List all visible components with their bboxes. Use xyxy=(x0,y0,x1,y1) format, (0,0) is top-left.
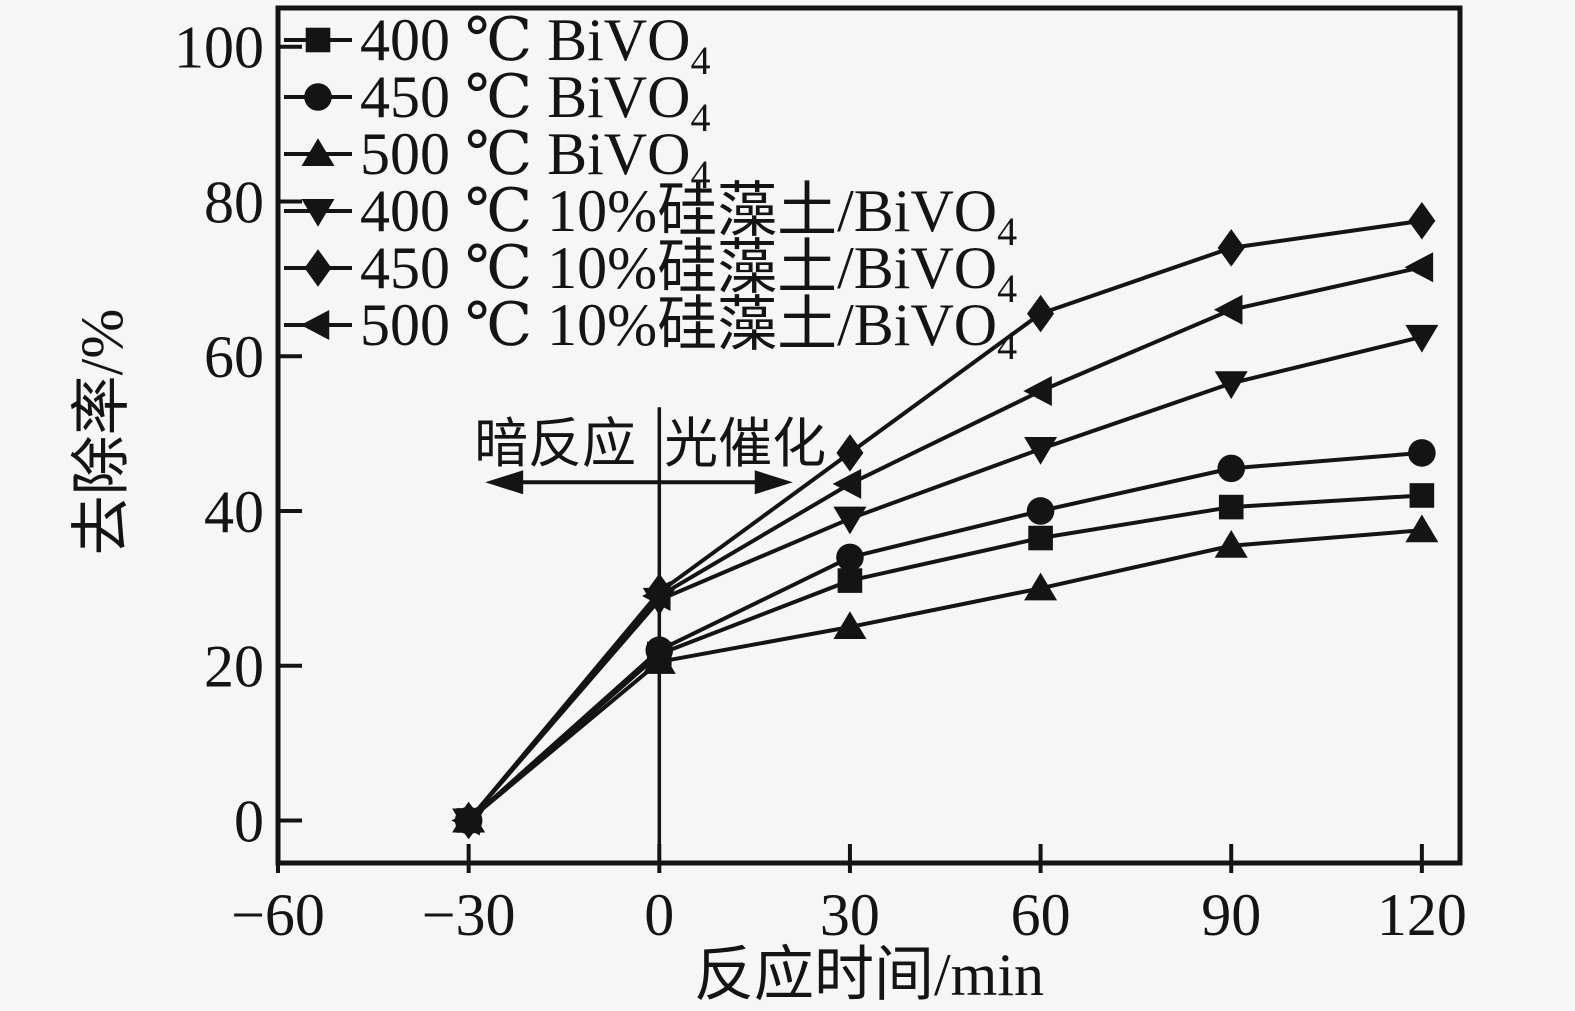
axes-frame xyxy=(275,5,1463,866)
series xyxy=(451,252,1434,836)
x-tick-label: 120 xyxy=(1377,882,1467,948)
marker-circle-icon xyxy=(1217,454,1246,483)
marker-square-icon xyxy=(1218,494,1244,520)
marker-triangle-left-icon xyxy=(1213,294,1243,325)
legend-item: 400 ℃ BiVO4 xyxy=(284,7,710,83)
marker-circle-icon xyxy=(304,83,332,111)
marker-triangle-left-icon xyxy=(1404,252,1434,283)
marker-triangle-left-icon xyxy=(832,468,862,499)
series-line xyxy=(467,218,1423,822)
x-tick-label: 0 xyxy=(644,882,674,948)
legend-item: 450 ℃ BiVO4 xyxy=(284,64,710,140)
dark-reaction-label: 暗反应 xyxy=(474,414,636,474)
marker-square-icon xyxy=(1409,483,1435,508)
y-axis-title: 去除率/% xyxy=(69,309,135,556)
marker-circle-icon xyxy=(1026,497,1055,525)
series-line xyxy=(467,493,1422,822)
marker-triangle-down-icon xyxy=(301,199,335,227)
y-tick-label: 60 xyxy=(204,324,264,390)
marker-circle-icon xyxy=(836,543,864,572)
series-line xyxy=(467,528,1423,822)
marker-triangle-left-icon xyxy=(300,310,330,340)
marker-triangle-up-icon xyxy=(1405,514,1439,543)
series xyxy=(452,514,1439,833)
legend-item: 500 ℃ BiVO4 xyxy=(284,121,710,197)
photocatalysis-label: 光催化 xyxy=(664,414,826,474)
legend-item: 450 ℃ 10%硅藻土/BiVO4 xyxy=(284,235,1017,311)
legend-label: 400 ℃ 10%硅藻土/BiVO4 xyxy=(360,178,1017,254)
legend-label: 500 ℃ 10%硅藻土/BiVO4 xyxy=(360,292,1017,368)
marker-triangle-up-icon xyxy=(1024,572,1058,601)
y-tick-label: 0 xyxy=(234,788,264,854)
marker-triangle-down-icon xyxy=(833,506,867,535)
marker-diamond-icon xyxy=(1217,229,1245,267)
marker-triangle-left-icon xyxy=(1023,376,1052,407)
marker-diamond-icon xyxy=(1027,294,1055,333)
series-line xyxy=(467,450,1423,822)
legend-label: 450 ℃ 10%硅藻土/BiVO4 xyxy=(360,235,1017,311)
x-tick-label: −30 xyxy=(422,882,516,948)
legend-item: 500 ℃ 10%硅藻土/BiVO4 xyxy=(284,292,1017,368)
y-tick-label: 100 xyxy=(174,15,264,81)
series-line xyxy=(467,265,1423,822)
legend-label: 500 ℃ BiVO4 xyxy=(360,121,710,197)
legend-label: 400 ℃ BiVO4 xyxy=(360,7,710,83)
series xyxy=(452,324,1439,837)
marker-diamond-icon xyxy=(1408,202,1436,240)
arrow-right-icon xyxy=(754,470,793,495)
series-line xyxy=(467,334,1423,822)
marker-square-icon xyxy=(837,568,863,593)
marker-triangle-up-icon xyxy=(1214,530,1248,558)
x-tick-label: 90 xyxy=(1201,882,1261,948)
y-tick-label: 40 xyxy=(204,479,264,545)
marker-triangle-left-icon xyxy=(642,581,671,612)
marker-triangle-down-icon xyxy=(1405,324,1439,353)
marker-triangle-down-icon xyxy=(1024,437,1058,465)
marker-triangle-up-icon xyxy=(642,646,676,674)
marker-triangle-up-icon xyxy=(833,611,867,640)
x-tick-label: −60 xyxy=(231,882,325,948)
marker-triangle-down-icon xyxy=(1214,371,1248,400)
marker-triangle-up-icon xyxy=(301,138,335,166)
x-tick-label: 30 xyxy=(820,882,880,948)
marker-square-icon xyxy=(305,27,331,53)
legend-item: 400 ℃ 10%硅藻土/BiVO4 xyxy=(284,178,1017,254)
marker-circle-icon xyxy=(1408,439,1436,467)
y-tick-label: 80 xyxy=(204,169,264,235)
marker-diamond-icon xyxy=(836,434,864,472)
marker-triangle-left-icon xyxy=(451,805,480,836)
x-tick-label: 60 xyxy=(1011,882,1071,948)
arrow-left-icon xyxy=(485,470,524,495)
series xyxy=(454,439,1436,835)
marker-diamond-icon xyxy=(304,249,332,287)
x-axis-title: 反应时间/min xyxy=(694,942,1044,1008)
marker-square-icon xyxy=(1028,525,1053,551)
y-tick-label: 20 xyxy=(204,634,264,700)
legend-label: 450 ℃ BiVO4 xyxy=(360,64,710,140)
